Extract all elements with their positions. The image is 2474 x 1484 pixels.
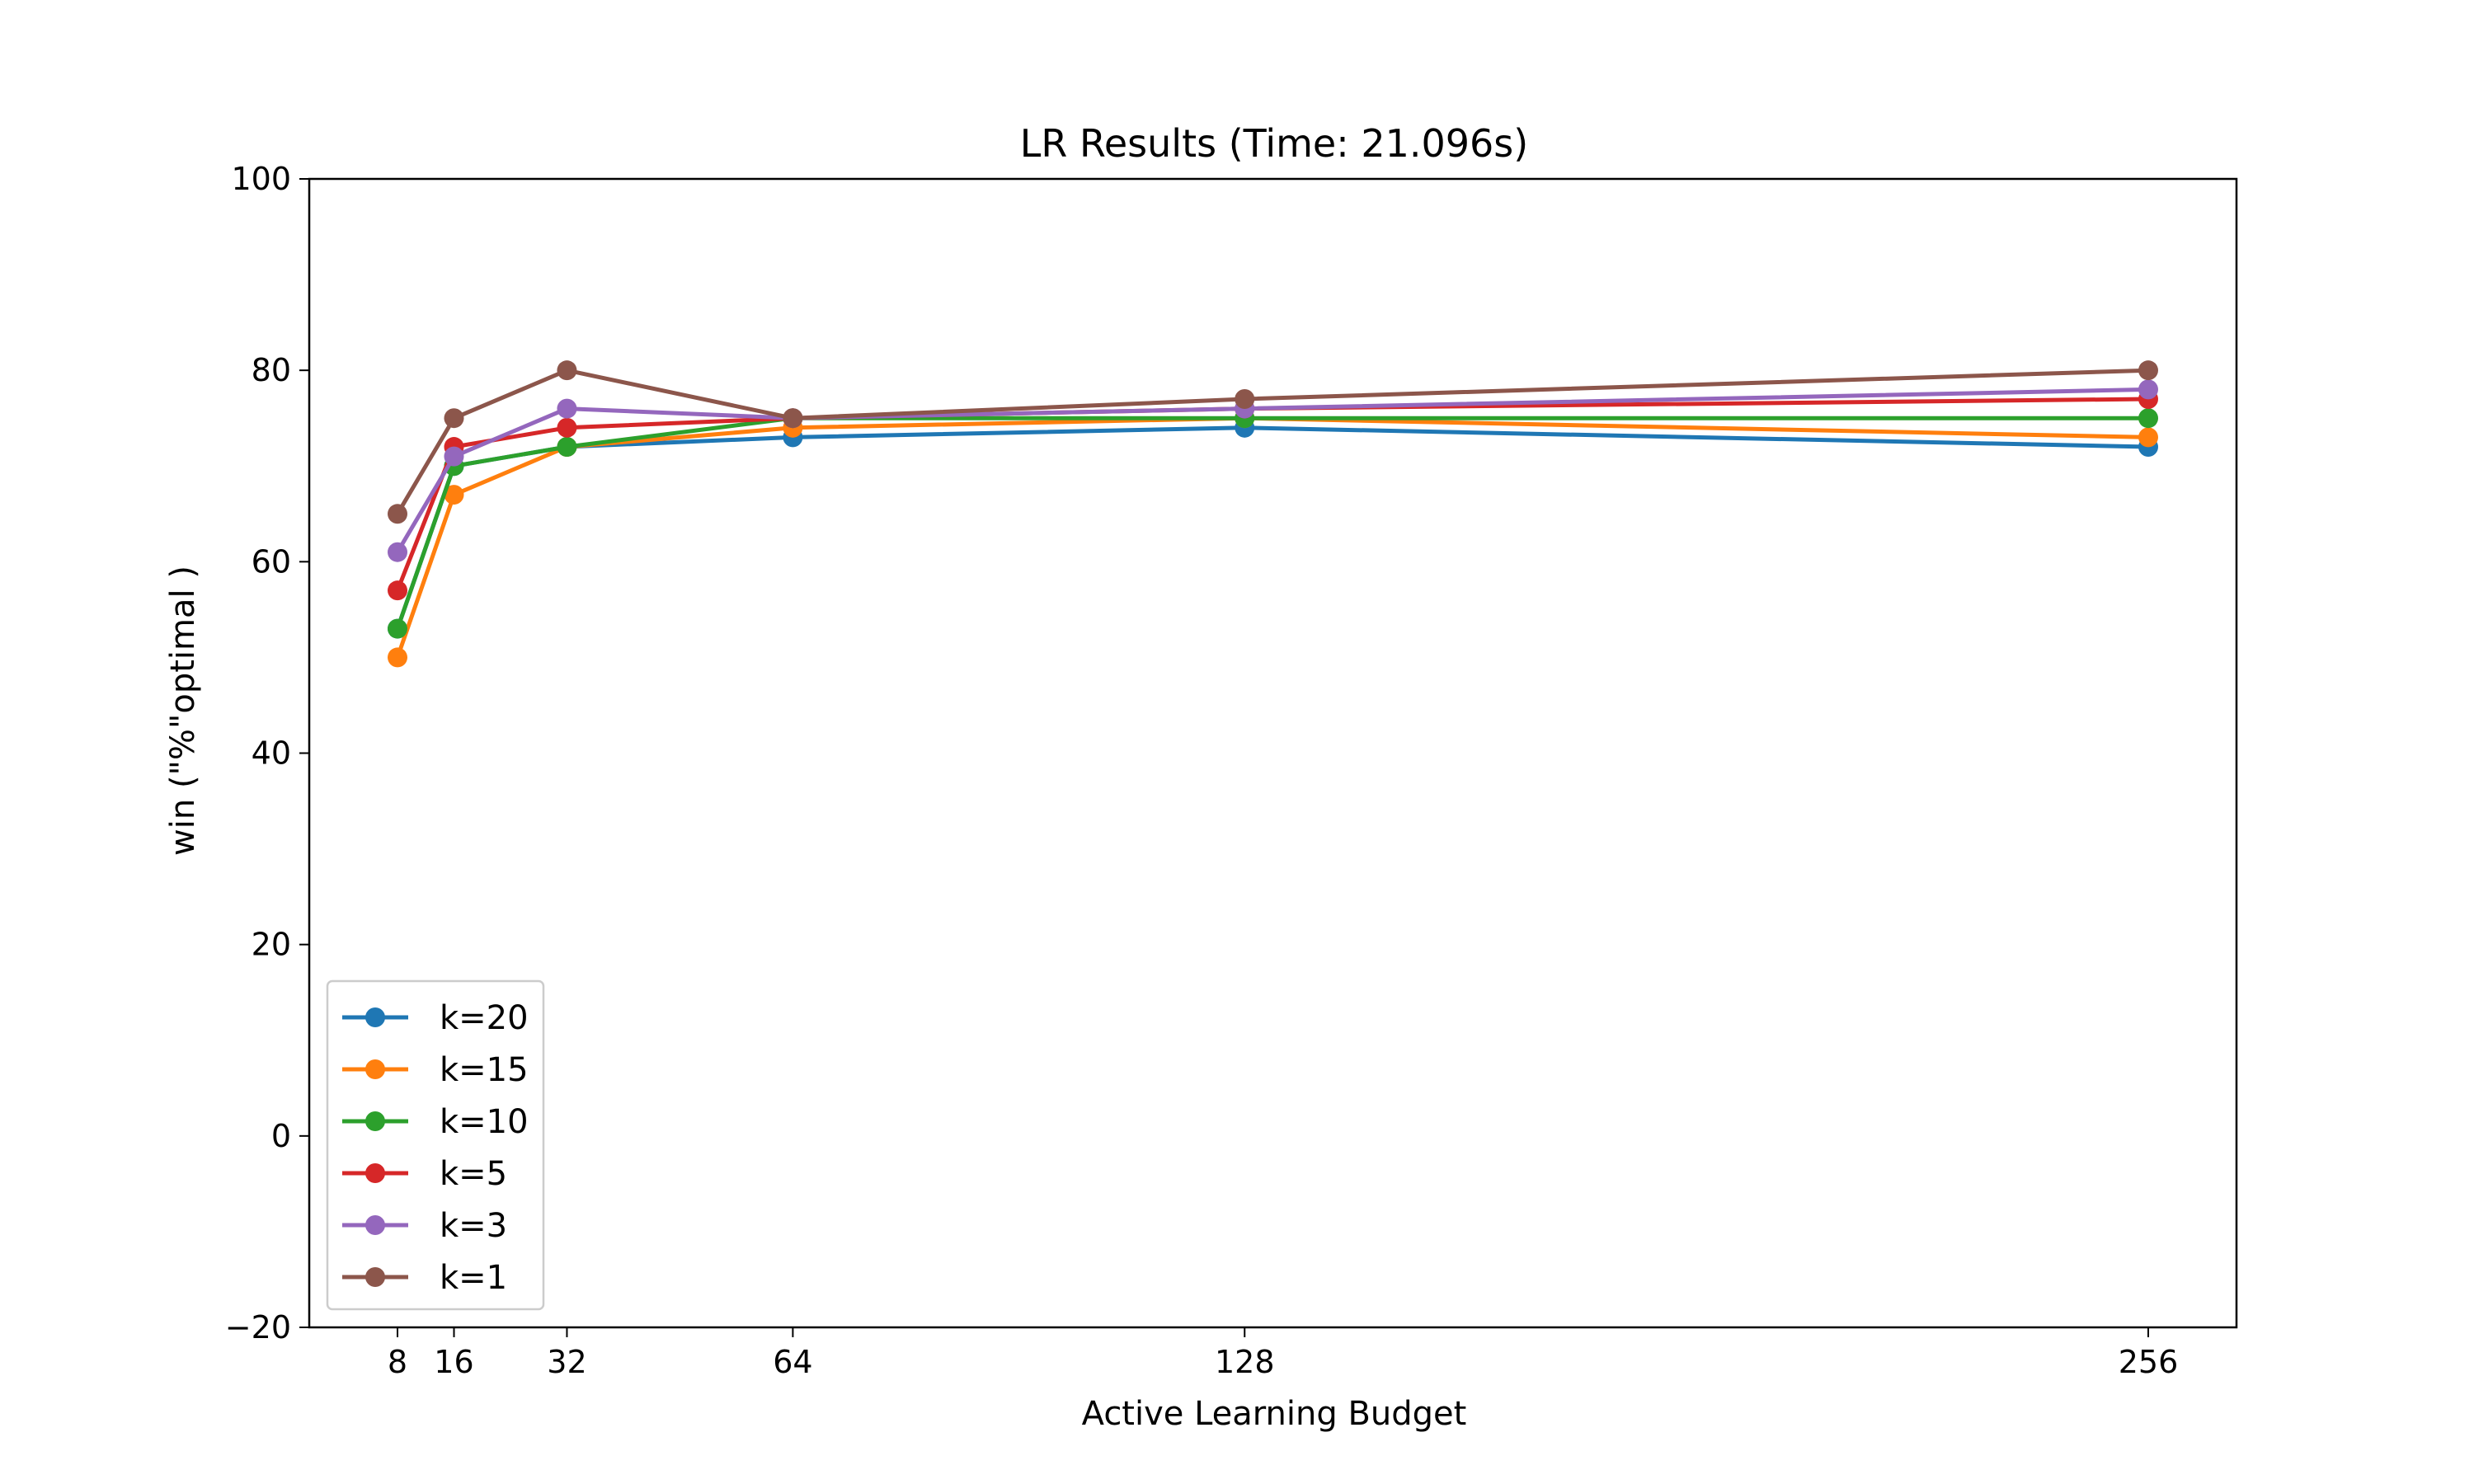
x-tick-label: 32 <box>547 1344 586 1380</box>
y-axis-title: win ("%"optimal ) <box>164 566 202 856</box>
y-tick-label: 0 <box>271 1118 291 1154</box>
series-k-20 <box>388 417 2158 639</box>
legend-marker <box>365 1267 385 1287</box>
data-point <box>388 580 408 601</box>
x-tick-label: 128 <box>1215 1344 1275 1380</box>
legend-label: k=10 <box>440 1103 529 1141</box>
legend-label: k=3 <box>440 1207 507 1245</box>
legend-entry: k=10 <box>342 1103 529 1141</box>
series-k-15 <box>388 408 2158 668</box>
legend-entry: k=15 <box>342 1051 529 1089</box>
legend-marker <box>365 1007 385 1027</box>
series-line-k-10 <box>395 416 2148 630</box>
y-tick-label: 100 <box>231 161 291 197</box>
data-point <box>557 360 577 381</box>
data-point <box>557 398 577 419</box>
legend-marker <box>365 1059 385 1079</box>
x-tick-label: 16 <box>434 1344 473 1380</box>
data-point <box>444 408 464 429</box>
series-line-k-3 <box>395 387 2149 553</box>
plot-area <box>388 360 2158 668</box>
y-tick-label: 60 <box>252 543 291 580</box>
data-point <box>557 417 577 438</box>
legend-entry: k=20 <box>342 999 529 1037</box>
series-line-k-1 <box>395 368 2149 515</box>
data-point <box>557 437 577 458</box>
x-axis-title: Active Learning Budget <box>1082 1395 1467 1433</box>
y-tick-label: 20 <box>252 927 291 963</box>
y-tick-label: −20 <box>225 1309 291 1345</box>
data-point <box>2138 360 2158 381</box>
data-point <box>388 504 408 524</box>
data-point <box>2138 408 2158 429</box>
data-point <box>783 408 803 429</box>
series-k-1 <box>388 360 2158 524</box>
legend-entry: k=1 <box>342 1259 507 1297</box>
legend-marker <box>365 1111 385 1131</box>
legend-entry: k=5 <box>342 1155 507 1193</box>
data-point <box>388 647 408 668</box>
legend-label: k=15 <box>440 1051 529 1089</box>
legend-label: k=5 <box>440 1155 507 1193</box>
data-point <box>444 446 464 467</box>
legend: k=20 k=15 k=10 k=5 k=3 k=1 <box>326 979 545 1311</box>
x-tick-label: 8 <box>388 1344 407 1380</box>
data-point <box>1235 388 1255 409</box>
data-point <box>388 618 408 639</box>
series-line-k-15 <box>395 416 2149 659</box>
x-tick-label: 256 <box>2119 1344 2179 1380</box>
legend-label: k=1 <box>440 1259 507 1297</box>
series-k-3 <box>388 379 2158 562</box>
axes: −20 0 20 40 60 80 100 8 16 32 64 128 256 <box>225 161 2238 1380</box>
legend-label: k=20 <box>440 999 529 1037</box>
series-line-k-20 <box>395 425 2149 630</box>
legend-marker <box>365 1163 385 1183</box>
data-point <box>2138 379 2158 400</box>
data-point <box>2138 427 2158 448</box>
data-point <box>444 485 464 505</box>
chart-title: LR Results (Time: 21.096s) <box>1020 121 1528 166</box>
y-tick-label: 40 <box>252 735 291 772</box>
x-tick-label: 64 <box>773 1344 812 1380</box>
plot-frame <box>308 177 2238 1329</box>
y-tick-label: 80 <box>252 352 291 388</box>
data-point <box>388 542 408 562</box>
legend-marker <box>365 1215 385 1235</box>
legend-entry: k=3 <box>342 1207 507 1245</box>
